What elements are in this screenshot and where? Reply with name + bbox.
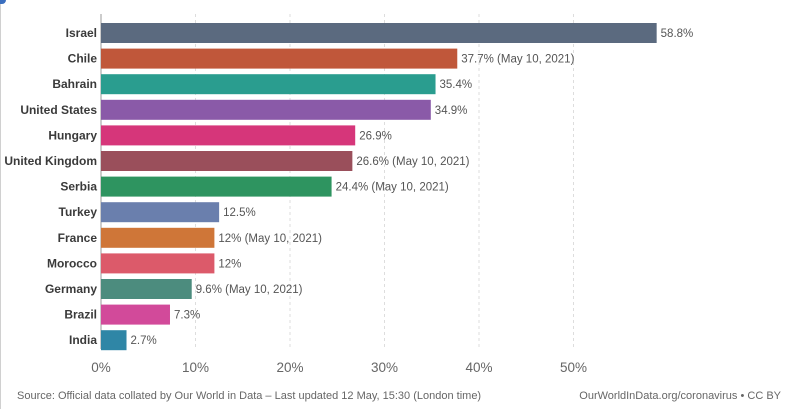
value-label: 7.3% — [174, 310, 200, 322]
bar[interactable] — [101, 202, 220, 223]
bar-row-morocco[interactable]: Morocco 12% — [47, 253, 241, 274]
value-label: 12.5% — [223, 207, 256, 219]
x-tick-label: 0% — [91, 360, 111, 375]
bar-row-turkey[interactable]: Turkey 12.5% — [59, 202, 256, 223]
value-label: 2.7% — [131, 335, 157, 347]
bar[interactable] — [101, 227, 215, 248]
bar[interactable] — [101, 48, 458, 69]
category-label: France — [58, 231, 98, 245]
category-label: United States — [20, 103, 97, 117]
value-label: 58.8% — [661, 28, 694, 40]
bar-row-hungary[interactable]: Hungary 26.9% — [48, 125, 392, 146]
value-label: 35.4% — [440, 79, 473, 91]
bar-row-brazil[interactable]: Brazil 7.3% — [64, 304, 200, 325]
category-label: Bahrain — [52, 77, 97, 91]
value-label: 24.4% (May 10, 2021) — [336, 182, 449, 194]
bar-row-germany[interactable]: Germany 9.6% (May 10, 2021) — [45, 279, 303, 299]
value-label: 9.6% (May 10, 2021) — [196, 284, 303, 296]
value-label: 26.6% (May 10, 2021) — [356, 156, 469, 168]
bar-row-israel[interactable]: Israel 58.8% — [66, 23, 694, 43]
category-label: Serbia — [60, 180, 97, 194]
frame-edge — [0, 0, 1, 409]
bar[interactable] — [101, 151, 353, 171]
value-label: 34.9% — [435, 105, 468, 117]
bar-row-india[interactable]: India 2.7% — [69, 330, 157, 351]
category-label: Turkey — [59, 205, 98, 219]
category-label: Morocco — [47, 256, 97, 270]
bar-row-chile[interactable]: Chile 37.7% (May 10, 2021) — [68, 48, 575, 69]
x-tick-label: 50% — [560, 360, 587, 375]
value-label: 26.9% — [359, 130, 392, 142]
x-tick-label: 30% — [371, 360, 398, 375]
corner-accent — [0, 0, 6, 4]
bar[interactable] — [101, 330, 127, 351]
bar[interactable] — [101, 125, 356, 146]
category-label: United Kingdom — [4, 154, 97, 168]
value-label: 12% (May 10, 2021) — [218, 233, 322, 245]
bar-row-serbia[interactable]: Serbia 24.4% (May 10, 2021) — [60, 176, 449, 197]
category-label: Chile — [68, 52, 98, 66]
bar-row-bahrain[interactable]: Bahrain 35.4% — [52, 74, 473, 95]
bar-layer: Israel 58.8% Chile 37.7% (May 10, 2021) Bahr… — [4, 23, 694, 351]
category-label: Brazil — [64, 308, 97, 322]
x-tick-label: 10% — [182, 360, 209, 375]
credit-link[interactable]: OurWorldInData.org/coronavirus • CC BY — [579, 390, 781, 402]
source-note: Source: Official data collated by Our Wo… — [17, 390, 482, 402]
category-label: Israel — [66, 26, 97, 40]
x-axis-tick-labels: 0% 10% 20% 30% 40% 50% — [91, 360, 587, 375]
x-tick-label: 40% — [465, 360, 492, 375]
value-label: 37.7% (May 10, 2021) — [461, 54, 574, 66]
x-tick-label: 20% — [276, 360, 303, 375]
category-label: Hungary — [48, 128, 97, 142]
bar-row-france[interactable]: France 12% (May 10, 2021) — [58, 227, 322, 248]
bar[interactable] — [101, 253, 215, 274]
bar-row-united-states[interactable]: United States 34.9% — [20, 99, 468, 120]
category-label: Germany — [45, 282, 97, 296]
value-label: 12% — [218, 258, 241, 270]
bar[interactable] — [101, 23, 657, 43]
bar[interactable] — [101, 99, 431, 120]
bar[interactable] — [101, 74, 436, 95]
bar[interactable] — [101, 176, 332, 197]
bar[interactable] — [101, 304, 170, 325]
bar[interactable] — [101, 279, 192, 299]
category-label: India — [69, 333, 97, 347]
bar-row-united-kingdom[interactable]: United Kingdom 26.6% (May 10, 2021) — [4, 151, 470, 171]
bar-chart: Israel 58.8% Chile 37.7% (May 10, 2021) Bahr… — [4, 14, 694, 375]
